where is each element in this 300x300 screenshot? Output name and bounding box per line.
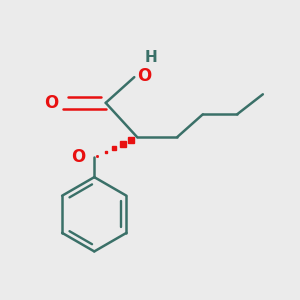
Text: O: O: [44, 94, 58, 112]
Text: O: O: [137, 67, 152, 85]
Text: O: O: [71, 148, 86, 166]
Text: H: H: [145, 50, 158, 64]
